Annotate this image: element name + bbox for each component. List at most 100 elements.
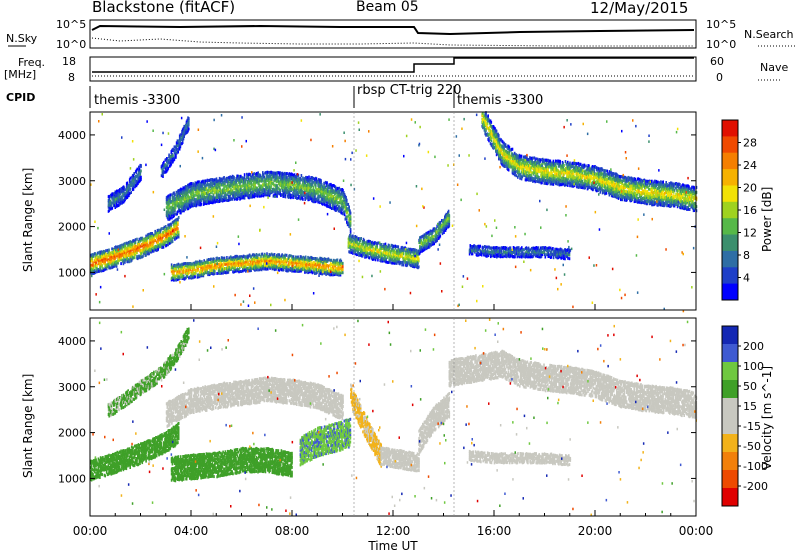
cell <box>209 191 212 195</box>
cell <box>342 261 344 265</box>
cell <box>342 212 344 216</box>
cell <box>238 268 240 271</box>
cell <box>257 171 259 175</box>
cell <box>245 255 247 259</box>
cell <box>161 237 163 241</box>
cell <box>371 240 374 244</box>
cell <box>237 174 239 178</box>
cell <box>258 253 261 257</box>
cell <box>115 264 118 268</box>
cell <box>276 190 278 194</box>
cell <box>90 263 92 267</box>
cell <box>166 204 169 208</box>
cell <box>246 258 249 262</box>
freq-panel: Freq. [MHz] 18 8 60 0 Nave <box>4 55 788 84</box>
cell <box>312 200 315 204</box>
cell <box>275 262 277 266</box>
cell <box>132 252 134 256</box>
cell <box>425 238 428 242</box>
cell <box>217 191 219 195</box>
cell <box>283 171 286 175</box>
cell <box>278 268 280 272</box>
cell <box>329 266 332 270</box>
cell <box>205 271 208 275</box>
freq-right-label: Nave <box>760 61 788 74</box>
cell <box>424 243 426 247</box>
cell <box>377 254 380 258</box>
cell <box>295 189 297 193</box>
cell <box>412 262 415 266</box>
cell <box>308 175 310 179</box>
cell <box>326 194 328 198</box>
cell <box>211 263 214 267</box>
cell <box>240 255 243 259</box>
cell <box>436 238 438 242</box>
power-data-layer <box>90 111 698 313</box>
cell <box>301 193 303 197</box>
cell <box>120 258 122 261</box>
cell <box>233 197 236 201</box>
cell <box>342 271 344 275</box>
cell <box>257 265 259 269</box>
cell <box>495 147 498 150</box>
cell <box>345 196 347 199</box>
cell <box>146 244 149 248</box>
cell <box>184 264 186 268</box>
cell <box>422 234 425 238</box>
noise-right-label: N.Search <box>744 28 794 41</box>
cell <box>215 199 217 203</box>
cell <box>230 261 233 265</box>
cell <box>162 245 165 249</box>
cell <box>198 190 200 194</box>
cell <box>326 270 329 273</box>
cell <box>243 173 246 177</box>
cell <box>214 188 216 192</box>
cell <box>448 222 451 226</box>
cell <box>173 191 175 195</box>
cell <box>358 243 360 247</box>
cell <box>347 244 350 248</box>
cell <box>198 275 201 279</box>
cell <box>498 137 501 141</box>
cell <box>435 232 438 236</box>
cell <box>210 184 212 188</box>
cell <box>207 179 209 182</box>
cell <box>267 267 269 271</box>
cell <box>108 264 110 268</box>
cell <box>324 270 327 274</box>
cell <box>162 235 164 239</box>
cell <box>262 183 264 187</box>
cell <box>238 184 241 188</box>
cell <box>389 245 391 249</box>
cell <box>390 252 392 256</box>
cell <box>326 181 328 185</box>
cell <box>186 196 188 200</box>
cell <box>189 268 192 272</box>
cell <box>325 264 327 268</box>
cell <box>240 176 242 180</box>
cell <box>290 259 293 263</box>
cell <box>181 193 184 197</box>
cell <box>490 139 493 142</box>
cell <box>242 176 244 180</box>
cell <box>369 240 372 243</box>
cell <box>184 202 187 206</box>
cell <box>197 268 199 272</box>
cell <box>229 175 231 179</box>
cell <box>288 265 290 269</box>
cell <box>356 241 359 245</box>
cell <box>192 276 194 280</box>
cell <box>203 271 205 275</box>
cell <box>173 274 175 277</box>
cell <box>301 195 303 199</box>
cell <box>229 181 231 185</box>
cell <box>194 275 196 279</box>
cell <box>503 155 505 159</box>
cell <box>177 235 180 239</box>
cell <box>177 230 180 234</box>
cell <box>498 134 500 138</box>
cell <box>316 270 318 274</box>
cell <box>218 265 221 269</box>
cell <box>124 246 126 250</box>
cell <box>172 269 174 273</box>
